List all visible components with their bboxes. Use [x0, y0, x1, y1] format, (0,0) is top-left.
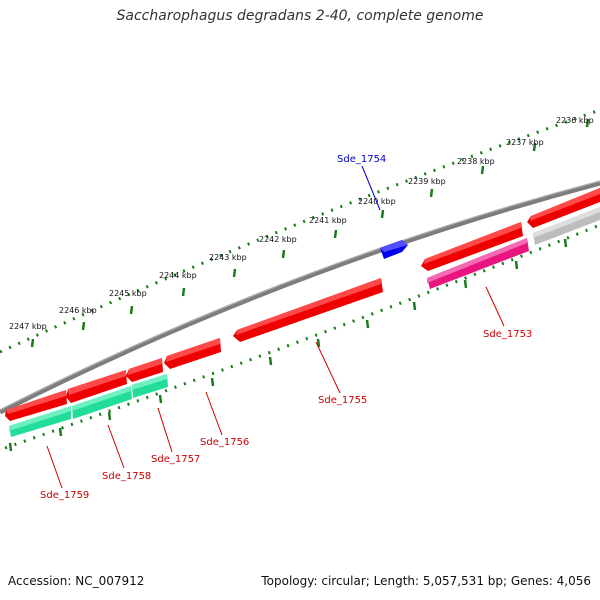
tick-label: 2246 kbp: [59, 306, 97, 315]
tick-label: 2239 kbp: [408, 177, 446, 186]
gene-label-sde-1759: Sde_1759: [40, 490, 89, 501]
gene-label-sde-1755: Sde_1755: [318, 395, 367, 406]
tick-label: 2245 kbp: [109, 289, 147, 298]
category-genes: [9, 207, 600, 437]
tick-label: 2242 kbp: [259, 235, 297, 244]
gene-label-sde-1758: Sde_1758: [102, 471, 151, 482]
inner-ruler-ticks: [8, 238, 568, 452]
accession-text: Accession: NC_007912: [8, 574, 145, 588]
gene-label-sde-1754: Sde_1754: [337, 154, 386, 165]
page-title: Saccharophagus degradans 2-40, complete …: [116, 8, 484, 24]
tick-label: 2244 kbp: [159, 271, 197, 280]
tick-label: 2238 kbp: [457, 157, 495, 166]
reverse-strand-genes: [5, 188, 600, 421]
tick-label: 2243 kbp: [209, 253, 247, 262]
tick-label: 2241 kbp: [309, 216, 347, 225]
gene-label-sde-1756: Sde_1756: [200, 437, 249, 448]
genome-summary-text: Topology: circular; Length: 5,057,531 bp…: [261, 574, 591, 588]
gene-label-sde-1757: Sde_1757: [151, 454, 200, 465]
outer-ruler-ticks: [30, 118, 590, 348]
tick-label: 2236 kbp: [556, 116, 594, 125]
label-leaders: [46, 286, 505, 489]
tick-label: 2237 kbp: [506, 138, 544, 147]
gene-label-sde-1753: Sde_1753: [483, 329, 532, 340]
genome-backbone: [0, 180, 600, 415]
tick-label: 2247 kbp: [9, 322, 47, 331]
label-leader-blue: [361, 165, 381, 211]
